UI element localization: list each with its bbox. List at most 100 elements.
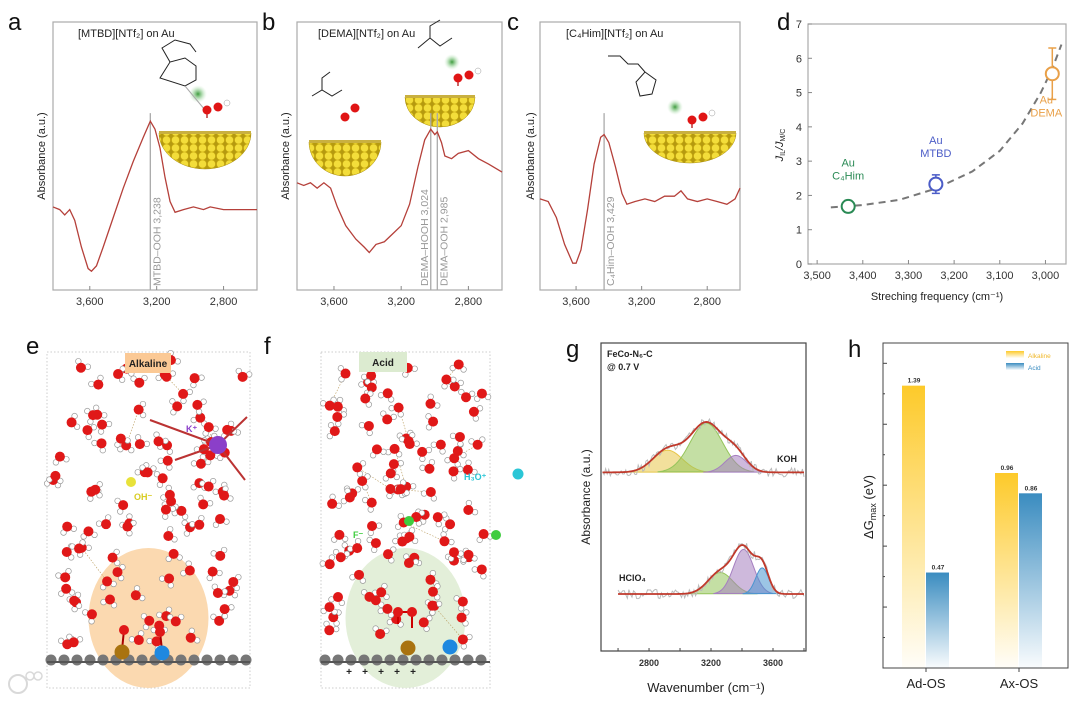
hydrogen-atom — [332, 548, 340, 556]
panel-e-simulation — [43, 349, 253, 689]
cobalt-atom — [154, 645, 170, 661]
hydrogen-atom — [84, 363, 92, 370]
y-tick-label: 1 — [796, 225, 802, 237]
hydrogen-atom — [395, 451, 403, 458]
hydrogen-atom — [190, 484, 197, 491]
x-tick-label: 3,000 — [1032, 270, 1060, 282]
dema-molecule — [417, 19, 453, 49]
oxygen-atom — [69, 595, 80, 606]
oxygen-atom — [324, 625, 335, 636]
oxygen-atom — [130, 590, 141, 601]
positive-charge: + — [346, 667, 352, 678]
oxygen-atom — [113, 369, 124, 380]
oxygen-atom — [445, 519, 456, 530]
y-tick-label: 2 — [796, 190, 802, 202]
hydrogen-atom — [364, 473, 371, 480]
cation-label-h3o: H₃O⁺ — [464, 472, 487, 482]
hydrogen-atom — [231, 592, 239, 599]
oxygen-atom — [142, 467, 153, 478]
panel-g-chart: 2800 3200 3600 — [600, 342, 807, 668]
hydrogen-atom — [188, 627, 195, 634]
hydrogen-atom — [96, 492, 103, 499]
x-tick-label: 3,600 — [76, 296, 104, 308]
hydrogen-atom — [331, 536, 338, 543]
panel-d-chart: 0 1 2 3 4 5 6 7 3,500 3,400 3,300 3,200 3,100 3,000 Au… — [796, 19, 1067, 282]
hydrogen-atom — [375, 522, 383, 529]
panel-g-xlabel: Wavenumber (cm⁻¹) — [647, 680, 765, 695]
oxygen-atom — [360, 393, 371, 404]
oxygen-atom — [687, 115, 697, 125]
oxygen-atom — [366, 370, 377, 381]
hydrogen-atom — [372, 625, 379, 632]
oxygen-atom — [207, 566, 218, 577]
carbon-atom — [97, 654, 109, 666]
acid-label-box — [359, 352, 407, 372]
oxygen-atom — [61, 547, 72, 557]
panel-label-a: a — [8, 9, 22, 36]
hydrogen-atom — [58, 590, 65, 597]
hydrogen-atom — [367, 506, 374, 513]
gold-surface-top — [159, 131, 251, 134]
oxygen-atom — [457, 596, 468, 607]
oxygen-atom — [215, 550, 226, 561]
oxygen-atom — [163, 531, 174, 542]
hydrogen-atom — [180, 397, 187, 405]
oxygen-atom — [202, 105, 212, 115]
oxygen-atom — [172, 401, 183, 412]
data-point — [928, 176, 944, 192]
hydrogen-atom — [329, 493, 336, 500]
carbon-atom — [175, 654, 187, 666]
oxygen-atom — [375, 628, 386, 639]
panel-a-title: [MTBD][NTf₂] on Au — [78, 28, 175, 40]
oxygen-atom — [425, 574, 436, 585]
hydrogen-atom — [434, 583, 441, 590]
dema-molecule — [311, 71, 343, 97]
oxygen-atom — [340, 112, 350, 122]
coordination-bond — [149, 419, 219, 446]
interaction-line — [184, 85, 206, 111]
oxygen-atom — [162, 455, 173, 466]
hydrogen-atom — [440, 531, 447, 538]
oxygen-atom — [75, 362, 86, 373]
oxygen-atom — [237, 371, 248, 382]
hydrogen-atom — [158, 575, 166, 582]
hydrogen-atom — [93, 404, 100, 411]
oxygen-atom — [463, 549, 474, 560]
gold-surface — [404, 96, 476, 128]
hydrogen-atom — [139, 411, 147, 419]
panel-ef-labels: Alkaline K⁺ OH⁻ Acid H₃O⁺ F⁻ + + + + + — [125, 352, 487, 678]
hydrogen-atom — [364, 378, 371, 385]
x-tick-label: 3,500 — [803, 270, 831, 282]
oxygen-atom — [133, 635, 144, 646]
cation-label-k: K⁺ — [186, 424, 197, 434]
oxygen-atom — [82, 425, 93, 436]
point-label: Au — [929, 135, 942, 147]
oxygen-atom — [449, 453, 460, 464]
oxygen-atom — [144, 615, 155, 626]
hydrogen-atom — [105, 420, 113, 428]
hydrogen-atom — [463, 609, 470, 616]
fitted-spectrum — [602, 421, 804, 474]
oxygen-atom — [228, 576, 239, 587]
oxygen-atom — [96, 438, 107, 449]
oxygen-atom — [324, 559, 335, 570]
hydrogen-atom — [101, 412, 108, 419]
bar-value-label: 0.47 — [932, 565, 945, 572]
hydrogen-atom — [471, 566, 478, 573]
panel-h-legend: Alkaline Acid — [1006, 351, 1051, 372]
panel-label-h: h — [848, 336, 861, 363]
oxygen-atom — [334, 529, 345, 540]
acid-label: Acid — [372, 358, 394, 369]
oxygen-atom — [698, 112, 708, 122]
catalyst-glow — [444, 54, 460, 70]
oxygen-atom — [168, 548, 179, 559]
series-label-hclo4: HClO₄ — [619, 573, 646, 583]
hydrogen-atom — [395, 523, 402, 530]
oxygen-atom — [435, 439, 446, 450]
hydrogen-bond — [81, 547, 108, 582]
raw-spectrum — [617, 543, 805, 601]
gold-surface-top — [644, 131, 736, 134]
carbon-atom — [214, 654, 226, 666]
hydrogen-atom — [479, 436, 486, 443]
